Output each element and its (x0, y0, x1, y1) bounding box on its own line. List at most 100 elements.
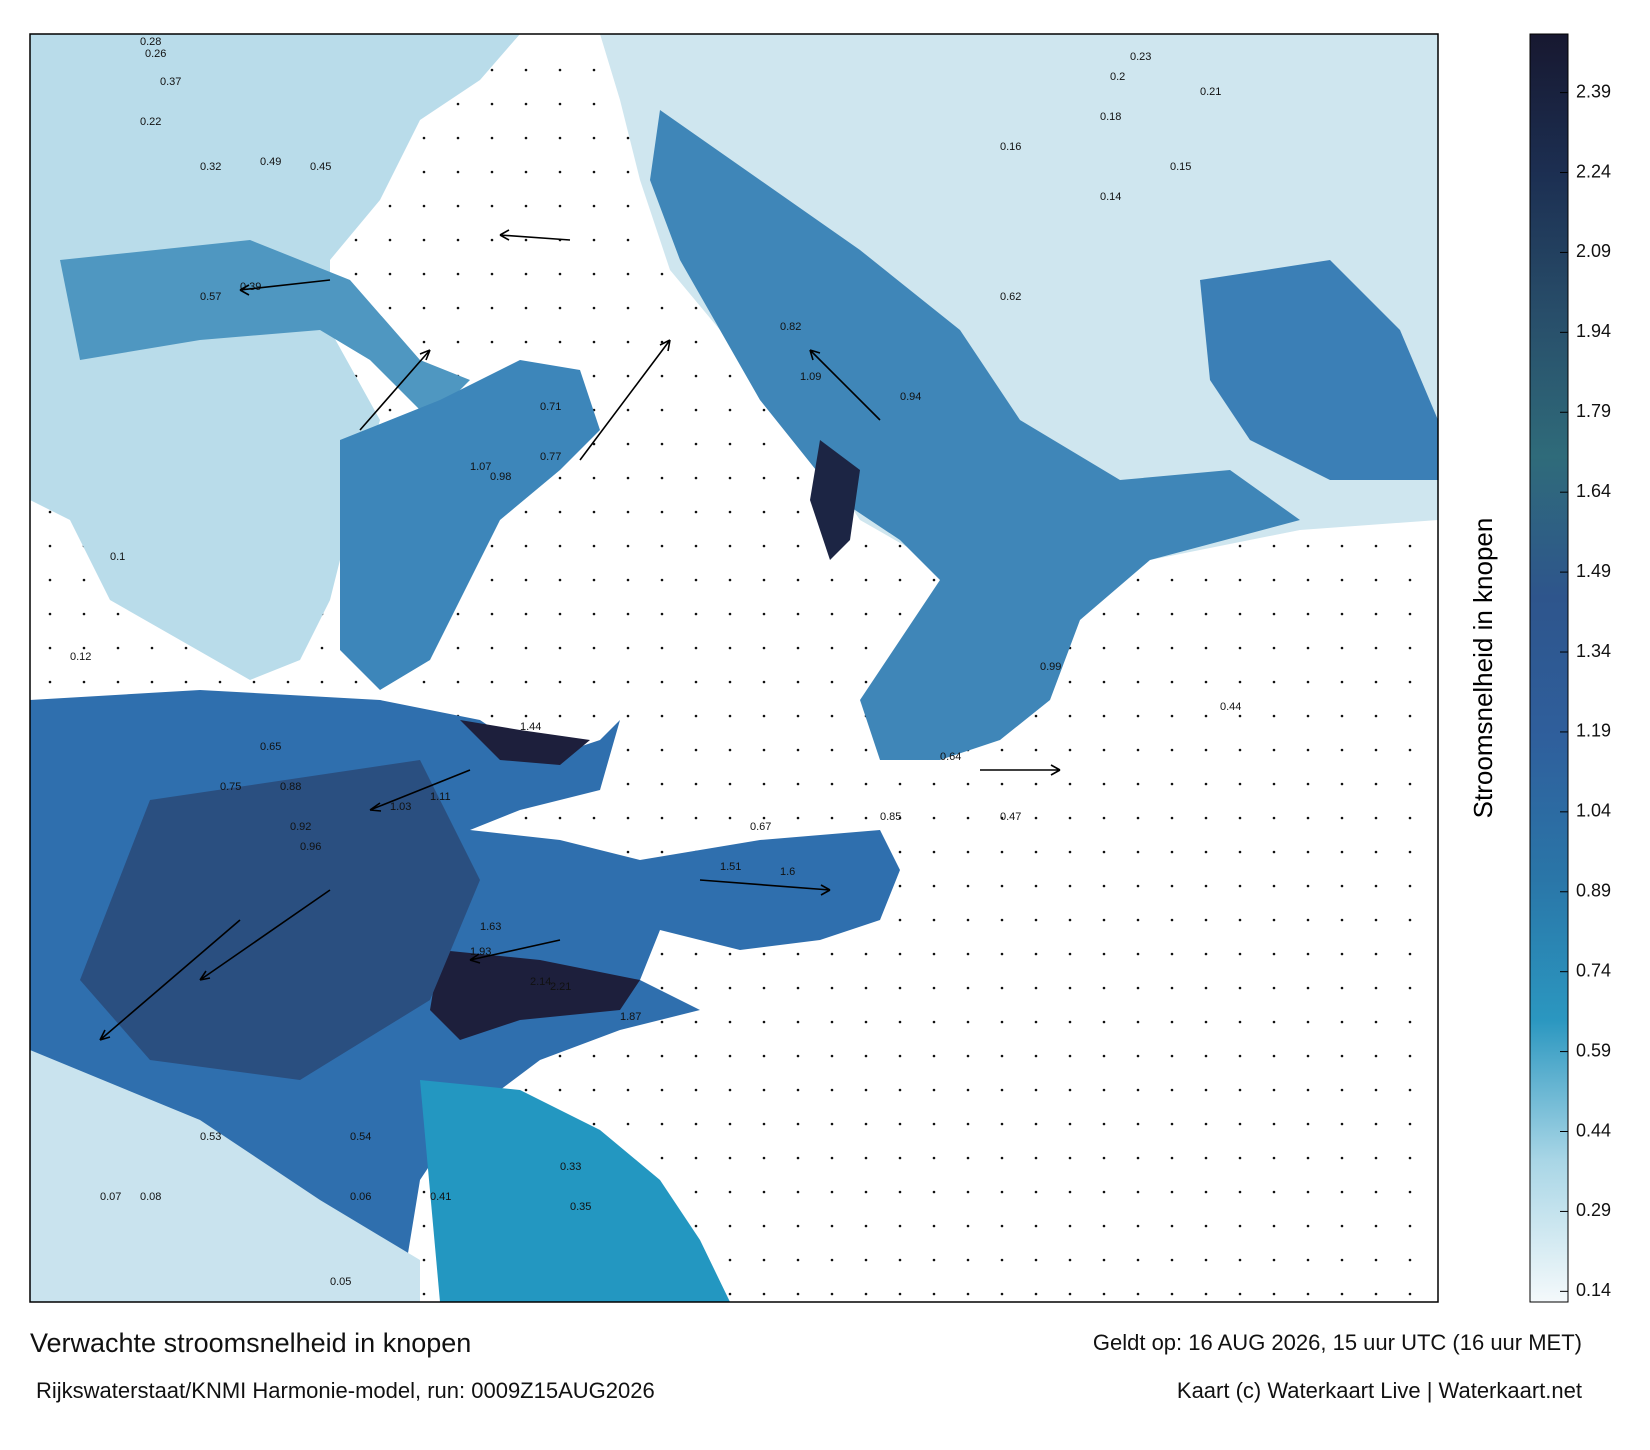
grid-dot (966, 816, 970, 820)
grid-dot (490, 646, 494, 650)
grid-dot (592, 136, 596, 140)
grid-dot (1306, 816, 1310, 820)
grid-dot (966, 1054, 970, 1058)
grid-dot (864, 986, 868, 990)
grid-dot (1068, 816, 1072, 820)
grid-dot (1068, 986, 1072, 990)
grid-dot (830, 748, 834, 752)
speed-label: 0.88 (280, 781, 301, 793)
speed-label: 0.18 (1100, 111, 1121, 123)
grid-dot (728, 476, 732, 480)
grid-dot (1136, 1088, 1140, 1092)
grid-dot (1374, 782, 1378, 786)
grid-dot (626, 646, 630, 650)
grid-dot (82, 646, 86, 650)
grid-dot (864, 816, 868, 820)
grid-dot (1238, 782, 1242, 786)
grid-dot (762, 1088, 766, 1092)
grid-dot (1272, 1258, 1276, 1262)
grid-dot (524, 340, 528, 344)
grid-dot (898, 986, 902, 990)
colorbar-tick-label: 0.59 (1576, 1040, 1611, 1060)
grid-dot (82, 680, 86, 684)
grid-dot (422, 340, 426, 344)
grid-dot (1374, 1122, 1378, 1126)
grid-dot (694, 952, 698, 956)
grid-dot (660, 850, 664, 854)
grid-dot (490, 680, 494, 684)
grid-dot (1170, 986, 1174, 990)
grid-dot (558, 816, 562, 820)
grid-dot (524, 204, 528, 208)
grid-dot (1102, 1156, 1106, 1160)
speed-label: 0.32 (200, 161, 221, 173)
speed-label: 0.37 (160, 76, 181, 88)
grid-dot (1136, 1122, 1140, 1126)
grid-dot (1306, 850, 1310, 854)
grid-dot (1204, 646, 1208, 650)
grid-dot (1068, 1020, 1072, 1024)
speed-label: 0.85 (880, 811, 901, 823)
grid-dot (898, 1258, 902, 1262)
grid-dot (660, 816, 664, 820)
colorbar-tick-label: 1.79 (1576, 401, 1611, 421)
grid-dot (1068, 748, 1072, 752)
grid-dot (1068, 714, 1072, 718)
grid-dot (1102, 884, 1106, 888)
grid-dot (286, 680, 290, 684)
grid-dot (626, 714, 630, 718)
speed-label: 0.96 (300, 841, 321, 853)
grid-dot (1102, 952, 1106, 956)
grid-dot (762, 714, 766, 718)
grid-dot (1306, 952, 1310, 956)
grid-dot (1000, 884, 1004, 888)
grid-dot (864, 952, 868, 956)
grid-dot (1136, 986, 1140, 990)
grid-dot (1374, 1054, 1378, 1058)
grid-dot (830, 612, 834, 616)
grid-dot (1306, 1054, 1310, 1058)
speed-label: 0.77 (540, 451, 561, 463)
grid-dot (1306, 1122, 1310, 1126)
grid-dot (694, 646, 698, 650)
colorbar-tick-label: 1.94 (1576, 321, 1611, 341)
sea (430, 950, 640, 1040)
grid-dot (1102, 850, 1106, 854)
grid-dot (626, 306, 630, 310)
colorbar-tick-label: 0.74 (1576, 960, 1611, 980)
grid-dot (660, 714, 664, 718)
grid-dot (898, 578, 902, 582)
speed-label: 0.57 (200, 291, 221, 303)
grid-dot (728, 1156, 732, 1160)
grid-dot (660, 272, 664, 276)
grid-dot (1340, 918, 1344, 922)
arrow (199, 889, 331, 981)
grid-dot (1408, 1122, 1412, 1126)
grid-dot (1272, 816, 1276, 820)
grid-dot (388, 238, 392, 242)
credit: Kaart (c) Waterkaart Live | Waterkaart.n… (1177, 1378, 1582, 1403)
speed-label: 0.15 (1170, 161, 1191, 173)
grid-dot (1000, 918, 1004, 922)
grid-dot (150, 680, 154, 684)
grid-dot (728, 510, 732, 514)
colorbar-tick-label: 0.44 (1576, 1120, 1611, 1140)
grid-dot (1238, 1088, 1242, 1092)
grid-dot (1306, 680, 1310, 684)
grid-dot (626, 136, 630, 140)
grid-dot (1272, 1122, 1276, 1126)
colorbar-tick-label: 2.09 (1576, 241, 1611, 261)
grid-dot (558, 306, 562, 310)
grid-dot (1102, 1224, 1106, 1228)
grid-dot (898, 1088, 902, 1092)
grid-dot (1068, 1258, 1072, 1262)
grid-dot (524, 544, 528, 548)
grid-dot (1340, 612, 1344, 616)
grid-dot (1238, 884, 1242, 888)
grid-dot (932, 952, 936, 956)
speed-label: 1.07 (470, 461, 491, 473)
grid-dot (796, 1156, 800, 1160)
grid-dot (762, 476, 766, 480)
grid-dot (796, 578, 800, 582)
arrow (579, 339, 671, 461)
